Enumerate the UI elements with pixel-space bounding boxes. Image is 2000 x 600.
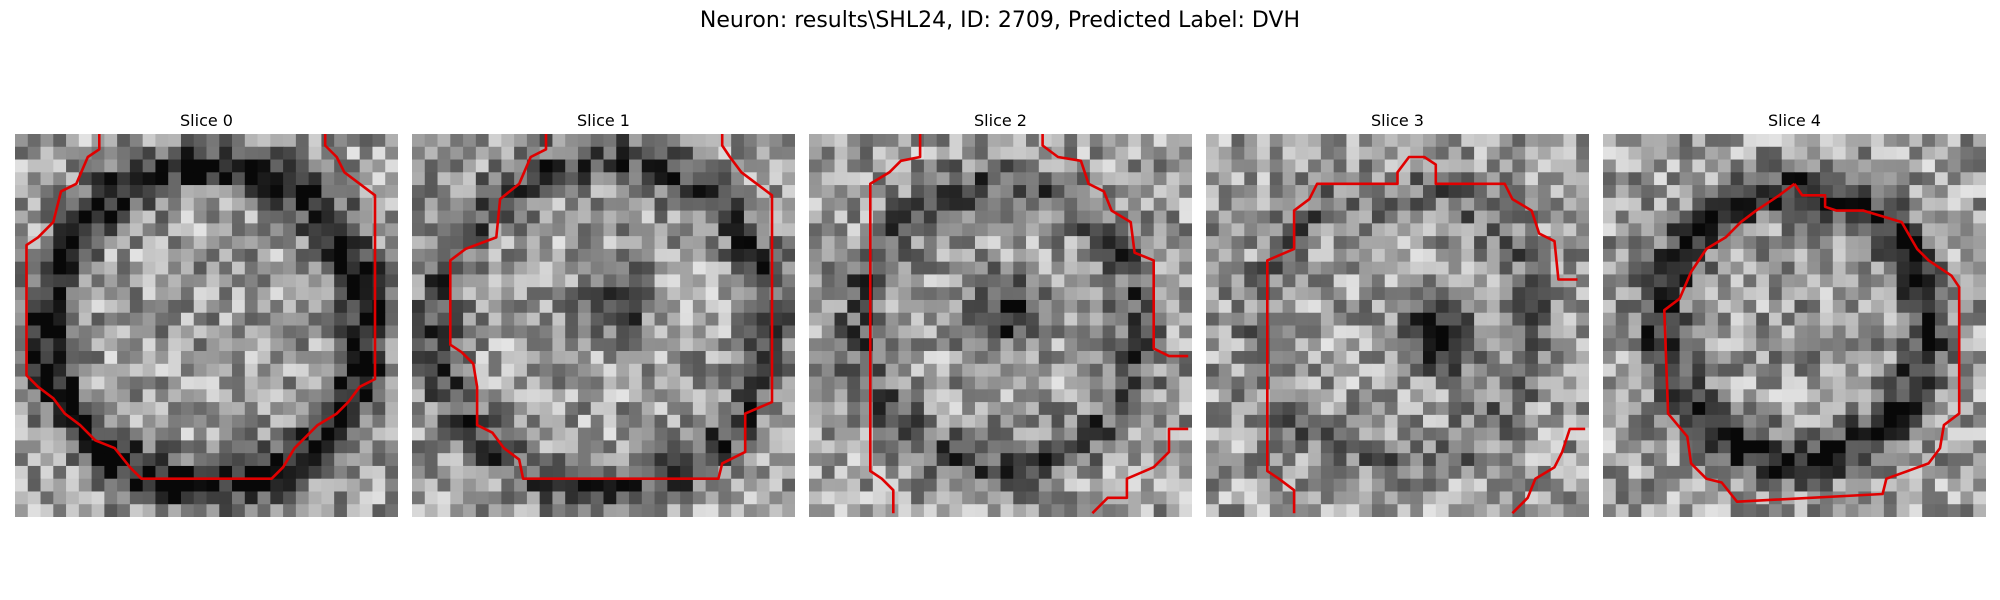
slice-title: Slice 0 — [180, 111, 233, 130]
segmentation-contour — [25, 134, 377, 481]
segmentation-contour — [1265, 155, 1578, 514]
figure-title: Neuron: results\SHL24, ID: 2709, Predict… — [699, 8, 1301, 33]
slice-title: Slice 3 — [1371, 111, 1424, 130]
segmentation-contour — [1091, 427, 1189, 515]
slice-panel-4: Slice 4 — [1603, 108, 1986, 517]
slice-panel-3: Slice 3 — [1206, 108, 1589, 517]
segmentation-contour — [1041, 134, 1189, 358]
slice-panel-1: Slice 1 — [412, 108, 795, 517]
slice-image-2 — [809, 134, 1192, 517]
slice-image-1 — [412, 134, 795, 517]
slice-title: Slice 4 — [1768, 111, 1821, 130]
slice-image-4 — [1603, 134, 1986, 517]
slice-image-0 — [15, 134, 398, 517]
slice-panel-2: Slice 2 — [809, 108, 1192, 517]
segmentation-contour — [1662, 182, 1961, 504]
segmentation-contour — [448, 134, 774, 481]
slice-title: Slice 1 — [577, 111, 630, 130]
slice-image-3 — [1206, 134, 1589, 517]
slice-panel-0: Slice 0 — [15, 108, 398, 517]
segmentation-contour — [1511, 427, 1586, 515]
slice-title: Slice 2 — [974, 111, 1027, 130]
segmentation-contour — [868, 134, 922, 514]
